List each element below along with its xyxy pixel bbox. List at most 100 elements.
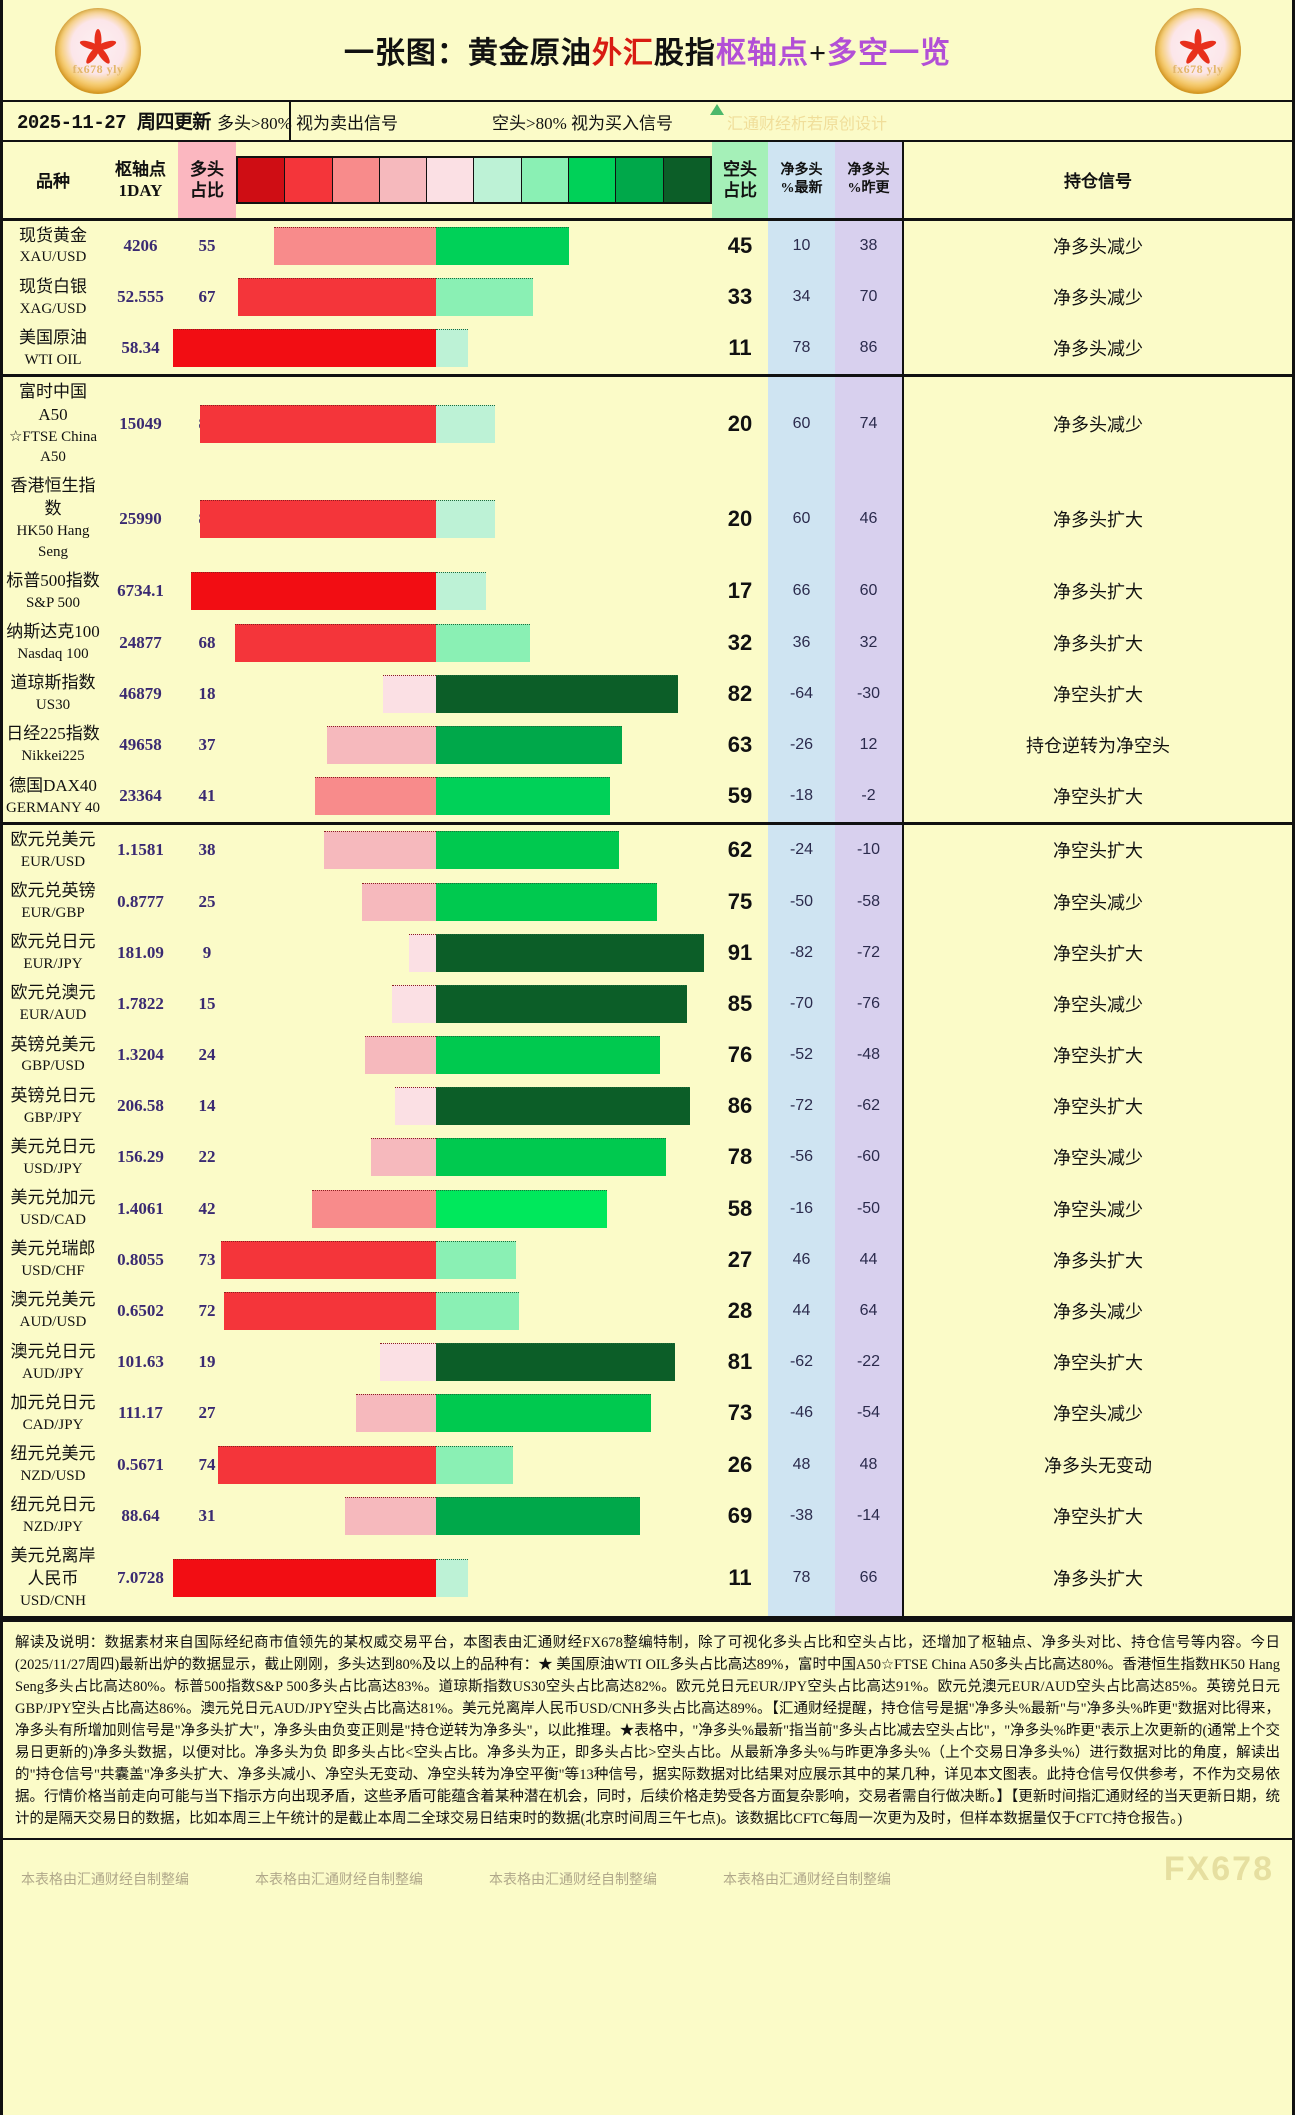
instrument-name-cell: 澳元兑日元 AUD/JPY xyxy=(3,1337,103,1388)
bars-cell xyxy=(236,770,712,825)
net-latest-value: -26 xyxy=(768,719,835,771)
short-pct-value: 20 xyxy=(727,505,753,531)
instrument-name-cn: 美元兑日元 xyxy=(10,1136,96,1156)
net-prev-value: -10 xyxy=(835,823,903,876)
net-latest-value: -50 xyxy=(768,875,835,928)
instrument-symbol: USD/CAD xyxy=(20,1212,86,1228)
bars-cell xyxy=(173,1541,712,1619)
table-row[interactable]: 欧元兑澳元 EUR/AUD 1.7822 15 85 -70 -76 净空头减少 xyxy=(3,978,1292,1030)
instrument-symbol: EUR/GBP xyxy=(21,904,85,921)
table-row[interactable]: 加元兑日元 CAD/JPY 111.17 27 73 -46 -54 净空头减少 xyxy=(3,1387,1292,1439)
pivot-point-value: 25990 xyxy=(119,508,162,528)
short-pct-value: 20 xyxy=(727,411,753,437)
net-latest-value: 60 xyxy=(768,375,835,472)
table-row[interactable]: 日经225指数 Nikkei225 49658 37 63 -26 12 持仓逆转为净空头 xyxy=(3,719,1292,771)
scale-swatch-7 xyxy=(569,157,617,202)
instrument-name-cell: 标普500指数 S&P 500 xyxy=(3,566,103,617)
table-row[interactable]: 纳斯达克100 Nasdaq 100 24877 68 32 36 32 净多头扩大 xyxy=(3,617,1292,669)
instrument-symbol: ☆FTSE China A50 xyxy=(8,428,98,466)
table-row[interactable]: 欧元兑美元 EUR/USD 1.1581 38 62 -24 -10 净空头扩大 xyxy=(3,823,1292,876)
instrument-name-cn: 现货黄金 xyxy=(19,225,87,245)
net-prev-value: -62 xyxy=(835,1080,903,1132)
long-bar xyxy=(365,1036,436,1075)
col-header-name: 品种 xyxy=(3,140,103,221)
long-bar xyxy=(238,278,436,317)
long-pct-value: 72 xyxy=(198,1301,216,1321)
table-row[interactable]: 英镑兑日元 GBP/JPY 206.58 14 86 -72 -62 净空头扩大 xyxy=(3,1080,1292,1132)
long-pct-value: 42 xyxy=(198,1198,216,1218)
position-signal-value: 净空头减少 xyxy=(902,1183,1292,1235)
table-row[interactable]: 纽元兑美元 NZD/USD 0.5671 74 26 48 48 净多头无变动 xyxy=(3,1439,1292,1491)
instrument-symbol: USD/CNH xyxy=(20,1593,86,1610)
table-row[interactable]: 香港恒生指数HK50 Hang Seng2599080206046净多头扩大 xyxy=(3,471,1292,566)
table-row[interactable]: 英镑兑美元 GBP/USD 1.3204 24 76 -52 -48 净空头扩大 xyxy=(3,1029,1292,1081)
position-signal-value: 净空头扩大 xyxy=(902,1029,1292,1081)
pivot-point-value: 181.09 xyxy=(117,942,164,962)
pivot-point-value: 52.555 xyxy=(117,287,164,307)
table-row[interactable]: 美元兑瑞郎 USD/CHF 0.8055 73 27 46 44 净多头扩大 xyxy=(3,1234,1292,1286)
long-pct-value: 73 xyxy=(198,1249,216,1269)
table-row[interactable]: 澳元兑美元 AUD/USD 0.6502 72 28 44 64 净多头减少 xyxy=(3,1285,1292,1337)
table-row[interactable]: 德国DAX40 GERMANY 40 23364 41 59 -18 -2 净空头扩大 xyxy=(3,770,1292,825)
instrument-name-cn: 美国原油 xyxy=(19,327,87,347)
instrument-name-cn: 富时中国A50 xyxy=(19,382,87,424)
table-row[interactable]: 美元兑日元 USD/JPY 156.29 22 78 -56 -60 净空头减少 xyxy=(3,1131,1292,1184)
pivot-point-value: 49658 xyxy=(119,734,162,754)
instrument-name-cell: 加元兑日元 CAD/JPY xyxy=(3,1388,103,1439)
instrument-symbol: XAU/USD xyxy=(19,249,87,266)
long-bar xyxy=(344,1496,436,1535)
short-pct-value: 85 xyxy=(727,990,753,1016)
flower-glyph-icon-right xyxy=(1178,28,1218,68)
position-signal-value: 净空头扩大 xyxy=(902,927,1292,979)
instrument-symbol: US30 xyxy=(35,697,71,714)
short-bar xyxy=(436,1036,661,1075)
table-row[interactable]: 富时中国A50☆FTSE China A501504980206074净多头减少 xyxy=(3,375,1292,472)
logo-watermark-right: fx678 yly xyxy=(1172,62,1224,77)
table-row[interactable]: 欧元兑英镑 EUR/GBP 0.8777 25 75 -50 -58 净空头减少 xyxy=(3,875,1292,928)
bars-cell xyxy=(236,1030,712,1081)
table-header: 品种 枢轴点 1DAY 多头 占比 空头 占比 净多头 xyxy=(3,140,1292,221)
col-header-short-pct: 空头 占比 xyxy=(712,140,768,221)
net-prev-value: -30 xyxy=(835,668,903,720)
long-bar xyxy=(173,329,436,368)
long-bar xyxy=(173,1559,436,1598)
instrument-symbol: GBP/USD xyxy=(21,1058,85,1075)
instrument-name-cell: 澳元兑美元 AUD/USD xyxy=(3,1285,103,1336)
net-latest-value: -62 xyxy=(768,1336,835,1388)
table-row[interactable]: 现货黄金 XAU/USD 4206 55 45 10 38 净多头减少 xyxy=(3,219,1292,272)
short-pct-value: 11 xyxy=(712,322,768,378)
net-prev-value: 86 xyxy=(835,322,903,378)
net-latest-value: 34 xyxy=(768,271,835,323)
long-bar xyxy=(191,572,436,611)
bars-cell xyxy=(236,1081,712,1132)
scale-swatch-2 xyxy=(332,157,380,202)
table-row[interactable]: 纽元兑日元 NZD/JPY 88.64 31 69 -38 -14 净空头扩大 xyxy=(3,1490,1292,1542)
net-prev-value: -60 xyxy=(835,1131,903,1184)
col-header-short-l1: 空头 xyxy=(723,159,757,179)
net-latest-value: -18 xyxy=(768,770,835,825)
table-row[interactable]: 道琼斯指数 US30 46879 18 82 -64 -30 净空头扩大 xyxy=(3,668,1292,720)
instrument-name-cn: 欧元兑英镑 xyxy=(10,880,96,900)
short-pct-value: 17 xyxy=(727,578,753,604)
table-row[interactable]: 澳元兑日元 AUD/JPY 101.63 19 81 -62 -22 净空头扩大 xyxy=(3,1336,1292,1388)
credit-item-2: 本表格由汇通财经自制整编 xyxy=(489,1872,657,1888)
net-prev-value: 74 xyxy=(835,375,903,472)
bars-cell xyxy=(236,219,712,272)
long-bar xyxy=(409,933,436,972)
net-latest-value: -82 xyxy=(768,927,835,979)
net-latest-value: -16 xyxy=(768,1183,835,1235)
table-row[interactable]: 欧元兑日元 EUR/JPY 181.09 9 91 -82 -72 净空头扩大 xyxy=(3,927,1292,979)
net-latest-value: 36 xyxy=(768,617,835,669)
table-row[interactable]: 美元兑加元 USD/CAD 1.4061 42 58 -16 -50 净空头减少 xyxy=(3,1183,1292,1235)
net-latest-value: 44 xyxy=(768,1285,835,1337)
bars-cell xyxy=(236,978,712,1029)
title-part-0: 一张图：黄金原油 xyxy=(343,37,592,70)
col-header-long-pct: 多头 占比 xyxy=(178,140,236,221)
table-row[interactable]: 现货白银 XAG/USD 52.555 67 33 34 70 净多头减少 xyxy=(3,271,1292,323)
long-bar xyxy=(315,777,436,816)
long-pct-value: 31 xyxy=(198,1505,216,1525)
